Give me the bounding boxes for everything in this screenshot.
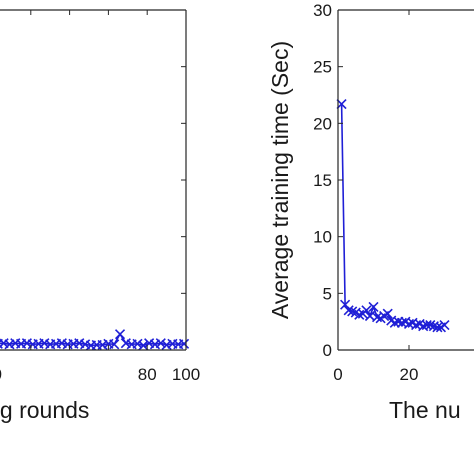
right-data-point bbox=[382, 308, 393, 319]
right-x-axis-label: The nu bbox=[389, 397, 461, 423]
x-marker-stroke bbox=[371, 312, 383, 323]
right-data-point bbox=[343, 305, 354, 316]
right-y-tick-label: 25 bbox=[313, 58, 332, 77]
x-marker-stroke bbox=[178, 338, 190, 349]
right-data-point bbox=[347, 306, 358, 317]
right-y-tick-label: 0 bbox=[323, 341, 332, 360]
left-data-point bbox=[155, 338, 166, 349]
right-data-point bbox=[439, 320, 450, 331]
x-marker-stroke bbox=[425, 320, 436, 331]
right-data-point bbox=[368, 301, 379, 312]
right-y-tick-label: 5 bbox=[323, 284, 332, 303]
x-marker-stroke bbox=[39, 338, 50, 349]
right-data-point bbox=[432, 322, 443, 333]
right-chart: 0 5 10 15 20 25 30 0 20 The nu Average training … bbox=[267, 1, 474, 423]
right-x-tick-label: 20 bbox=[400, 365, 419, 384]
x-marker-stroke bbox=[354, 309, 365, 320]
right-y-tick-label: 20 bbox=[313, 114, 332, 133]
left-x-tick-label: 100 bbox=[172, 365, 200, 384]
right-y-tick-label: 10 bbox=[313, 228, 332, 247]
x-marker-stroke bbox=[109, 339, 120, 350]
right-y-axis-label: Average training time (Sec) bbox=[267, 41, 293, 319]
x-marker-stroke bbox=[368, 301, 379, 312]
left-x-tick-label: 0 bbox=[0, 365, 2, 384]
x-marker-stroke bbox=[340, 299, 351, 310]
x-marker-stroke bbox=[0, 338, 9, 348]
left-x-tick-label: 80 bbox=[138, 365, 157, 384]
left-data-point bbox=[178, 338, 190, 349]
left-chart: 0 80 100 ing rounds bbox=[0, 9, 200, 423]
right-y-tick-label: 15 bbox=[313, 171, 332, 190]
right-series-line bbox=[340, 104, 445, 329]
x-marker-stroke bbox=[138, 340, 149, 351]
x-marker-stroke bbox=[439, 320, 450, 331]
left-data-point bbox=[138, 340, 149, 351]
left-data-point bbox=[109, 339, 120, 350]
x-marker-stroke bbox=[347, 306, 358, 317]
x-marker-stroke bbox=[114, 329, 126, 340]
x-marker-stroke bbox=[132, 338, 143, 349]
x-marker-stroke bbox=[56, 338, 67, 349]
left-x-axis-label: ing rounds bbox=[0, 397, 89, 423]
right-y-tick-label: 30 bbox=[313, 1, 332, 20]
x-marker-stroke bbox=[80, 339, 91, 350]
left-data-point bbox=[132, 338, 143, 349]
x-marker-stroke bbox=[343, 305, 354, 316]
right-data-point bbox=[425, 320, 436, 331]
x-marker-stroke bbox=[361, 305, 372, 316]
right-x-tick-label: 0 bbox=[333, 365, 342, 384]
x-marker-stroke bbox=[21, 338, 32, 349]
x-marker-stroke bbox=[432, 322, 443, 333]
x-marker-stroke bbox=[382, 308, 393, 319]
x-marker-stroke bbox=[418, 321, 429, 332]
right-data-point bbox=[361, 305, 372, 316]
x-marker-stroke bbox=[155, 338, 166, 349]
x-marker-stroke bbox=[120, 338, 131, 349]
right-data-point bbox=[354, 309, 365, 320]
x-marker-stroke bbox=[74, 338, 85, 349]
x-marker-stroke bbox=[144, 338, 155, 349]
left-data-point bbox=[114, 329, 126, 340]
left-series-line bbox=[0, 332, 185, 347]
